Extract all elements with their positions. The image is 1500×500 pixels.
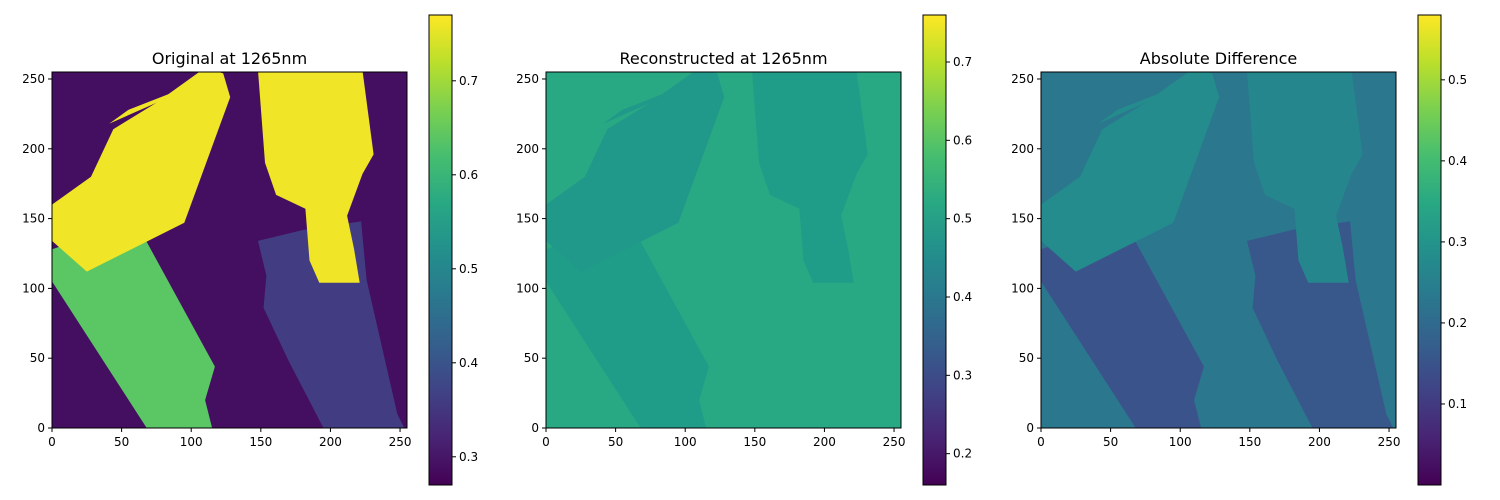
x-tick-label: 150 — [743, 435, 766, 449]
colorbar — [922, 14, 947, 486]
colorbar-tick-label: 0.6 — [459, 168, 478, 182]
x-tick-label: 150 — [249, 435, 272, 449]
panel-title: Original at 1265nm — [152, 49, 307, 68]
y-tick-label: 100 — [516, 281, 539, 295]
colorbar-tick-label: 0.1 — [1448, 397, 1467, 411]
y-tick-label: 150 — [516, 212, 539, 226]
image-regions — [546, 72, 899, 428]
x-tick-label: 50 — [114, 435, 129, 449]
region-purple-bottle — [752, 221, 899, 428]
y-tick-label: 100 — [1011, 281, 1034, 295]
y-tick-label: 250 — [22, 72, 45, 86]
x-tick-label: 200 — [1308, 435, 1331, 449]
y-tick-label: 250 — [1011, 72, 1034, 86]
y-tick-label: 50 — [30, 351, 45, 365]
colorbar-tick-label: 0.6 — [953, 133, 972, 147]
colorbar — [428, 14, 453, 486]
x-tick-label: 0 — [48, 435, 56, 449]
region-yellow-bottle-right — [1247, 72, 1363, 283]
image-regions — [52, 72, 405, 428]
x-tick-label: 200 — [813, 435, 836, 449]
y-tick-label: 0 — [1026, 421, 1034, 435]
region-yellow-sliver — [1098, 92, 1161, 124]
y-tick-label: 200 — [516, 142, 539, 156]
x-tick-label: 50 — [1103, 435, 1118, 449]
region-yellow-bottle-lower-left — [52, 72, 231, 272]
y-tick-label: 250 — [516, 72, 539, 86]
y-tick-label: 150 — [1011, 212, 1034, 226]
axes-frame — [545, 71, 902, 429]
y-tick-label: 200 — [22, 142, 45, 156]
panel-2: 0 50 100 150 200 250 0 50 100 150 200 250 Reconstruc… — [516, 14, 972, 486]
y-tick-label: 0 — [531, 421, 539, 435]
y-tick-label: 50 — [1019, 351, 1034, 365]
region-yellow-bottle-lower-left — [546, 72, 725, 272]
y-tick-label: 100 — [22, 281, 45, 295]
region-yellow-sliver — [109, 92, 172, 124]
axes-frame — [1040, 71, 1397, 429]
x-tick-label: 200 — [319, 435, 342, 449]
colorbar-tick-label: 0.3 — [953, 368, 972, 382]
region-yellow-bottle-right — [752, 72, 868, 283]
colorbar-tick-label: 0.7 — [459, 74, 478, 88]
x-tick-label: 250 — [883, 435, 906, 449]
y-tick-label: 150 — [22, 212, 45, 226]
x-tick-label: 100 — [674, 435, 697, 449]
axes-frame — [51, 71, 408, 429]
region-yellow-bottle-lower-left — [1041, 72, 1220, 272]
x-tick-label: 0 — [1037, 435, 1045, 449]
region-green-bottle — [546, 221, 709, 428]
colorbar-tick-label: 0.3 — [459, 450, 478, 464]
y-tick-label: 200 — [1011, 142, 1034, 156]
y-tick-label: 0 — [37, 421, 45, 435]
x-tick-label: 100 — [1169, 435, 1192, 449]
panel-1: 0 50 100 150 200 250 0 50 100 150 200 250 Original a… — [22, 14, 478, 486]
region-purple-bottle — [1247, 221, 1394, 428]
x-tick-label: 0 — [542, 435, 550, 449]
y-tick-label: 50 — [524, 351, 539, 365]
panel-title: Reconstructed at 1265nm — [619, 49, 827, 68]
colorbar-tick-label: 0.4 — [953, 290, 972, 304]
region-yellow-sliver — [603, 92, 666, 124]
panel-3: 0 50 100 150 200 250 0 50 100 150 200 250 Absolute D… — [1011, 14, 1467, 486]
colorbar — [1417, 14, 1442, 486]
panel-title: Absolute Difference — [1140, 49, 1298, 68]
colorbar-tick-label: 0.2 — [1448, 316, 1467, 330]
x-tick-label: 250 — [389, 435, 412, 449]
colorbar-tick-label: 0.4 — [1448, 154, 1467, 168]
region-yellow-bottle-right — [258, 72, 374, 283]
region-green-bottle — [52, 221, 215, 428]
region-green-bottle — [1041, 221, 1204, 428]
colorbar-tick-label: 0.2 — [953, 447, 972, 461]
colorbar-tick-label: 0.3 — [1448, 235, 1467, 249]
colorbar-tick-label: 0.4 — [459, 356, 478, 370]
x-tick-label: 50 — [608, 435, 623, 449]
x-tick-label: 100 — [180, 435, 203, 449]
colorbar-tick-label: 0.5 — [1448, 73, 1467, 87]
colorbar-tick-label: 0.5 — [459, 262, 478, 276]
image-regions — [1041, 72, 1394, 428]
x-tick-label: 150 — [1238, 435, 1261, 449]
colorbar-tick-label: 0.7 — [953, 55, 972, 69]
region-purple-bottle — [258, 221, 405, 428]
colorbar-tick-label: 0.5 — [953, 212, 972, 226]
x-tick-label: 250 — [1378, 435, 1401, 449]
